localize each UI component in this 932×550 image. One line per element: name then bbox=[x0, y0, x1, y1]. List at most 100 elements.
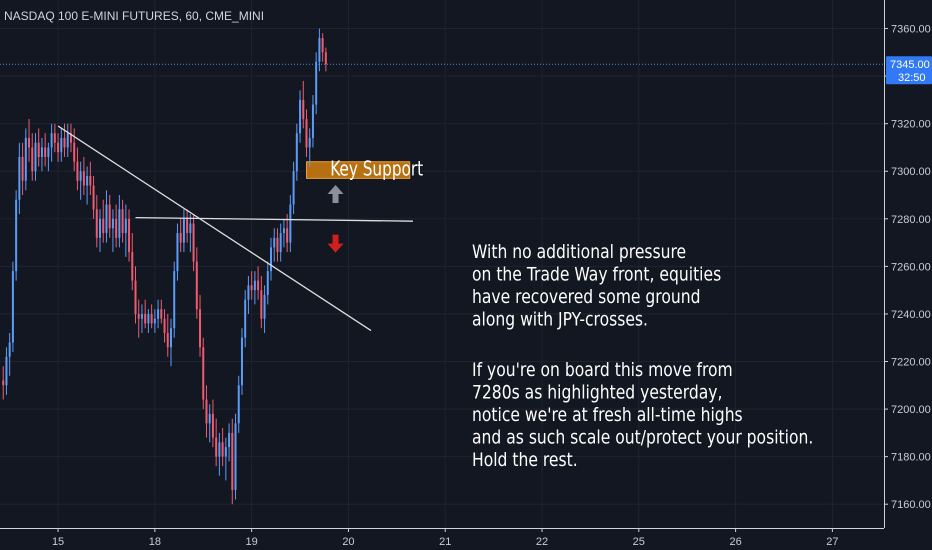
candle-body bbox=[102, 218, 105, 234]
time-axis-tick-label: 26 bbox=[729, 536, 741, 548]
candle-body bbox=[324, 52, 327, 65]
candle-body bbox=[305, 118, 308, 148]
price-axis-tick-label: 7220.00 bbox=[891, 357, 931, 369]
arrow-down-icon bbox=[327, 234, 344, 253]
candle-body bbox=[37, 142, 40, 157]
candle-body bbox=[76, 161, 79, 181]
candle-body bbox=[244, 299, 247, 338]
countdown-label: 32:50 bbox=[898, 72, 926, 84]
candle-body bbox=[34, 142, 37, 172]
last-price-badge bbox=[886, 56, 932, 85]
price-axis-tick-label: 7320.00 bbox=[891, 119, 931, 131]
candle-body bbox=[202, 347, 205, 400]
candle-body bbox=[95, 209, 98, 238]
candle-body bbox=[205, 399, 208, 424]
candle-body bbox=[321, 38, 324, 53]
annotation-text-line: notice we're at fresh all-time highs bbox=[472, 405, 743, 427]
annotation-text-line: have recovered some ground bbox=[472, 287, 701, 309]
price-axis-tick-label: 7300.00 bbox=[891, 166, 931, 178]
candle-body bbox=[21, 156, 24, 181]
symbol-title: NASDAQ 100 E-MINI FUTURES, 60, CME_MINI bbox=[4, 9, 264, 23]
time-axis-tick-label: 18 bbox=[149, 536, 161, 548]
candle-body bbox=[86, 176, 89, 186]
candle-body bbox=[157, 309, 160, 319]
last-price-label: 7345.00 bbox=[890, 59, 930, 71]
candle-body bbox=[247, 285, 250, 300]
candle-body bbox=[221, 442, 224, 457]
annotation-text-line: and as such scale out/protect your posit… bbox=[472, 427, 813, 449]
candle-body bbox=[215, 437, 218, 457]
price-axis-tick-label: 7360.00 bbox=[891, 24, 931, 36]
candle-body bbox=[176, 233, 179, 272]
candle-body bbox=[315, 61, 318, 105]
support-zone-box bbox=[305, 161, 411, 179]
candle-body bbox=[5, 356, 8, 386]
candle-body bbox=[11, 271, 14, 343]
time-axis-tick-label: 19 bbox=[246, 536, 258, 548]
annotation-text-line: 7280s as highlighted yesterday, bbox=[472, 382, 722, 404]
candle-body bbox=[237, 385, 240, 424]
candle-body bbox=[82, 171, 85, 186]
time-axis-tick-label: 25 bbox=[633, 536, 645, 548]
candle-body bbox=[299, 99, 302, 134]
candle-body bbox=[286, 228, 289, 243]
candle-body bbox=[257, 280, 260, 291]
price-axis-tick-label: 7280.00 bbox=[891, 214, 931, 226]
candle-body bbox=[24, 137, 27, 181]
candle-body bbox=[111, 218, 114, 229]
candle-body bbox=[108, 204, 111, 229]
candle-body bbox=[253, 280, 256, 291]
candle-body bbox=[228, 432, 231, 448]
candle-body bbox=[308, 137, 311, 148]
candle-body bbox=[169, 328, 172, 348]
candle-body bbox=[134, 280, 137, 314]
candle-body bbox=[50, 133, 53, 148]
candle-body bbox=[153, 318, 156, 324]
candle-body bbox=[292, 171, 295, 205]
candle-body bbox=[163, 318, 166, 333]
candle-body bbox=[179, 233, 182, 243]
candle-body bbox=[186, 218, 189, 234]
candle-body bbox=[63, 137, 66, 148]
candle-body bbox=[192, 223, 195, 262]
price-axis-tick-label: 7200.00 bbox=[891, 404, 931, 416]
candle-body bbox=[150, 313, 153, 324]
candle-body bbox=[18, 156, 21, 200]
annotation-text-line: With no additional pressure bbox=[472, 242, 686, 264]
candle-body bbox=[57, 142, 60, 153]
annotation-text-line: on the Trade Way front, equities bbox=[472, 264, 721, 286]
time-axis-tick-label: 20 bbox=[342, 536, 354, 548]
candle-body bbox=[137, 313, 140, 319]
candle-body bbox=[92, 185, 95, 210]
candle-body bbox=[289, 204, 292, 243]
price-axis-tick-label: 7240.00 bbox=[891, 309, 931, 321]
candle-body bbox=[44, 147, 47, 157]
candle-body bbox=[8, 342, 11, 357]
candle-body bbox=[47, 147, 50, 157]
candle-body bbox=[66, 133, 69, 148]
candle-body bbox=[115, 218, 118, 238]
candle-body bbox=[224, 447, 227, 457]
candle-body bbox=[124, 218, 127, 234]
price-axis-tick-label: 7160.00 bbox=[891, 499, 931, 511]
candle-body bbox=[118, 209, 121, 238]
candle-body bbox=[73, 142, 76, 162]
candle-body bbox=[199, 309, 202, 348]
candle-body bbox=[79, 171, 82, 181]
price-axis-tick-label: 7180.00 bbox=[891, 452, 931, 464]
candle-body bbox=[282, 228, 285, 234]
candle-body bbox=[160, 309, 163, 319]
annotation-text-line: If you're on board this move from bbox=[472, 360, 733, 382]
candle-body bbox=[182, 218, 185, 243]
annotation-text-line: along with JPY-crosses. bbox=[472, 309, 648, 331]
candle-body bbox=[311, 104, 314, 138]
candle-body bbox=[279, 233, 282, 253]
candle-body bbox=[260, 290, 263, 319]
candle-body bbox=[105, 204, 108, 234]
candle-body bbox=[28, 137, 31, 148]
candle-body bbox=[128, 218, 131, 253]
candle-body bbox=[276, 237, 279, 253]
candle-body bbox=[53, 133, 56, 143]
